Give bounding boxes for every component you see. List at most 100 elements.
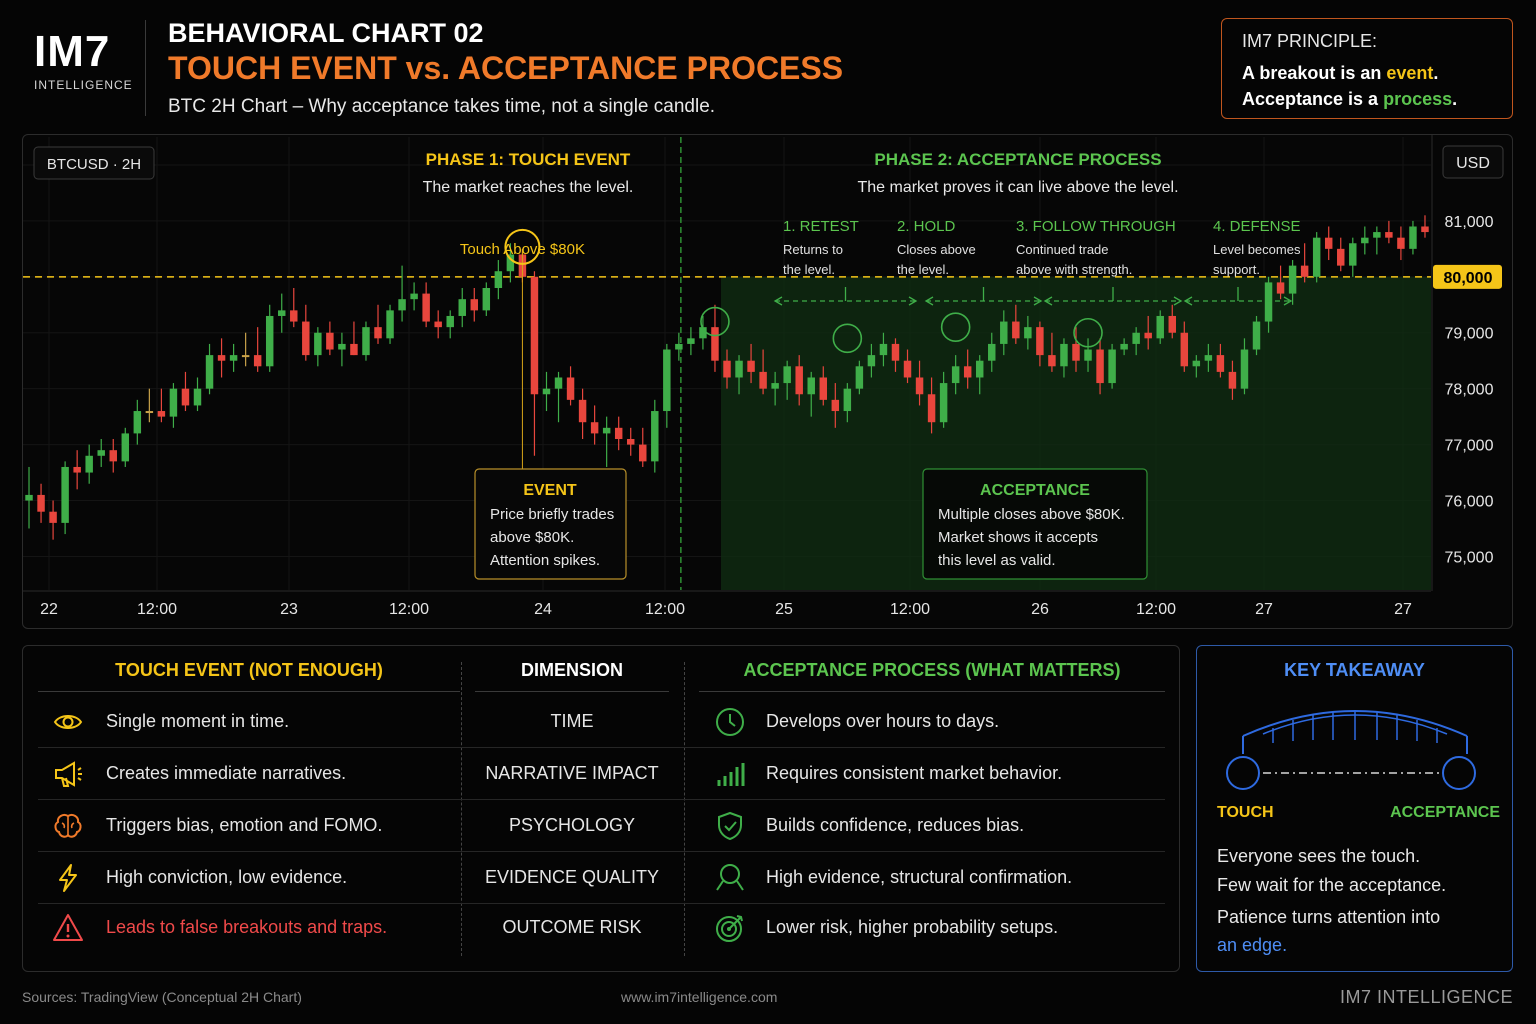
candle xyxy=(133,411,142,434)
takeaway-line: Patience turns attention into xyxy=(1217,907,1441,927)
step-desc: the level. xyxy=(783,262,835,277)
candle xyxy=(181,388,190,406)
candle xyxy=(1324,237,1333,249)
step-desc: Closes above xyxy=(897,242,976,257)
brain-icon xyxy=(54,813,82,838)
candle xyxy=(302,321,310,356)
key-takeaway-panel: KEY TAKEAWAY TOUCH ACCEPTANCE Everyone s… xyxy=(1196,645,1513,972)
candle xyxy=(1397,237,1405,249)
warning-icon xyxy=(53,914,83,941)
candle xyxy=(867,355,876,367)
takeaway-touch-label: TOUCH xyxy=(1217,804,1274,821)
x-tick-label: 26 xyxy=(1031,601,1049,618)
table-row: Leads to false breakouts and traps. OUTC… xyxy=(38,902,1165,954)
arrow-head xyxy=(1173,296,1183,306)
candle xyxy=(482,288,491,311)
candle xyxy=(470,299,479,311)
y-tick-label: 77,000 xyxy=(1445,438,1494,455)
candle xyxy=(1024,327,1032,339)
event-box xyxy=(474,468,627,580)
step-title: 1. RETEST xyxy=(783,218,859,235)
candle xyxy=(963,366,972,378)
column-separator xyxy=(461,662,462,956)
candle xyxy=(1216,355,1225,372)
candle xyxy=(1240,349,1249,389)
dimension-cell: TIME xyxy=(550,711,594,731)
currency-badge xyxy=(1442,145,1504,179)
candle xyxy=(217,355,226,361)
candle xyxy=(37,494,45,512)
candle xyxy=(711,327,719,361)
dimension-cell: NARRATIVE IMPACT xyxy=(485,763,659,783)
candle xyxy=(241,355,250,358)
symbol-label: BTCUSD · 2H xyxy=(47,156,141,173)
candle xyxy=(807,377,815,395)
candle xyxy=(350,343,358,356)
touch-cell: High conviction, low evidence. xyxy=(106,867,348,887)
step-desc: Level becomes xyxy=(1213,242,1301,257)
candle xyxy=(265,315,274,367)
footer-brand: IM7 INTELLIGENCE xyxy=(1339,987,1513,1007)
candle xyxy=(422,293,430,322)
candle xyxy=(578,399,587,423)
column-separator xyxy=(684,662,685,956)
dimension-cell: EVIDENCE QUALITY xyxy=(484,867,660,887)
candle xyxy=(1192,360,1201,367)
arrow-head xyxy=(924,296,934,306)
principle-line-2-end: . xyxy=(1452,89,1458,109)
candle xyxy=(590,422,599,434)
megaphone-icon xyxy=(55,761,82,787)
step-desc: support. xyxy=(1213,262,1260,277)
candle xyxy=(253,355,262,367)
candle xyxy=(759,371,767,389)
candle xyxy=(783,366,791,384)
candle xyxy=(795,366,803,395)
candle xyxy=(1084,349,1092,361)
candle xyxy=(290,310,298,322)
principle-box: IM7 PRINCIPLE: A breakout is an event. A… xyxy=(1221,18,1513,119)
candle xyxy=(1012,321,1020,339)
touch-cell: Single moment in time. xyxy=(106,711,290,731)
event-box-text: Price briefly trades xyxy=(490,506,614,523)
principle-heading: IM7 PRINCIPLE: xyxy=(1242,31,1378,51)
acceptance-cell: Lower risk, higher probability setups. xyxy=(766,917,1059,937)
y-tick-label: 75,000 xyxy=(1445,549,1494,566)
candle xyxy=(458,299,466,316)
candle xyxy=(891,343,900,361)
candle xyxy=(506,254,515,272)
candle xyxy=(542,388,551,395)
acceptance-cell: Builds confidence, reduces bias. xyxy=(766,815,1025,835)
candle xyxy=(193,388,202,406)
candle xyxy=(1361,237,1369,244)
clock-icon xyxy=(716,708,744,736)
candle xyxy=(1228,371,1237,389)
step-title: 3. FOLLOW THROUGH xyxy=(1016,218,1176,235)
y-tick-label: 79,000 xyxy=(1445,326,1494,343)
step-title: 2. HOLD xyxy=(897,218,956,235)
candle xyxy=(1373,232,1381,238)
candle xyxy=(771,383,779,389)
x-tick-label: 24 xyxy=(534,601,552,618)
x-tick-label: 12:00 xyxy=(389,601,429,618)
arrow-head xyxy=(1033,296,1043,306)
x-tick-label: 12:00 xyxy=(890,601,930,618)
candle xyxy=(446,315,454,328)
symbol-badge xyxy=(33,146,155,180)
candle xyxy=(229,355,238,361)
candle xyxy=(145,411,154,414)
candle xyxy=(855,366,864,389)
lightning-icon xyxy=(59,864,77,892)
candle xyxy=(1036,327,1044,356)
dimension-cell: OUTCOME RISK xyxy=(502,917,642,937)
candle xyxy=(723,360,731,378)
candle xyxy=(1312,237,1321,277)
arrow-head xyxy=(1043,296,1053,306)
x-tick-label: 27 xyxy=(1394,601,1412,618)
footer-url[interactable]: www.im7intelligence.com xyxy=(621,989,778,1005)
retest-circle xyxy=(940,312,971,342)
candle xyxy=(398,299,406,311)
step-title: 4. DEFENSE xyxy=(1213,218,1301,235)
touch-cell: Creates immediate narratives. xyxy=(106,763,347,783)
x-tick-label: 12:00 xyxy=(137,601,177,618)
candle xyxy=(1120,343,1128,350)
